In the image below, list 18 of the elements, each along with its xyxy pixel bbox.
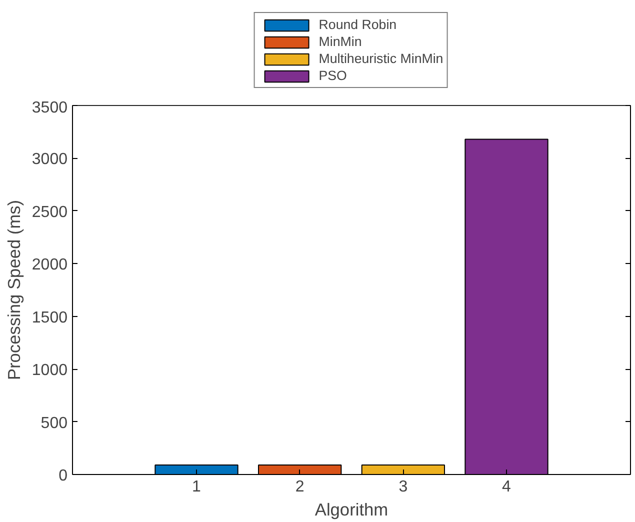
legend-label: PSO (318, 68, 347, 83)
y-tick-label: 3000 (32, 151, 68, 168)
y-tick-label: 1000 (32, 362, 68, 380)
x-tick-label: 1 (192, 478, 202, 496)
x-tick-label: 3 (398, 478, 408, 496)
y-tick-label: 0 (58, 468, 68, 484)
x-tick-label: 2 (295, 478, 304, 496)
y-tick-label: 1500 (32, 309, 68, 326)
legend-label: Multiheuristic MinMin (318, 51, 444, 66)
y-tick-label: 500 (40, 414, 68, 432)
y-tick-label: 3500 (32, 100, 68, 116)
x-tick-label: 4 (502, 478, 512, 496)
y-tick-label: 2500 (32, 204, 68, 221)
x-axis-title: Algorithm (314, 500, 388, 520)
legend-label: Round Robin (318, 17, 397, 32)
y-axis-title: Processing Speed (ms) (4, 200, 24, 380)
legend-label: MinMin (318, 34, 362, 49)
y-tick-label: 2000 (32, 256, 68, 274)
